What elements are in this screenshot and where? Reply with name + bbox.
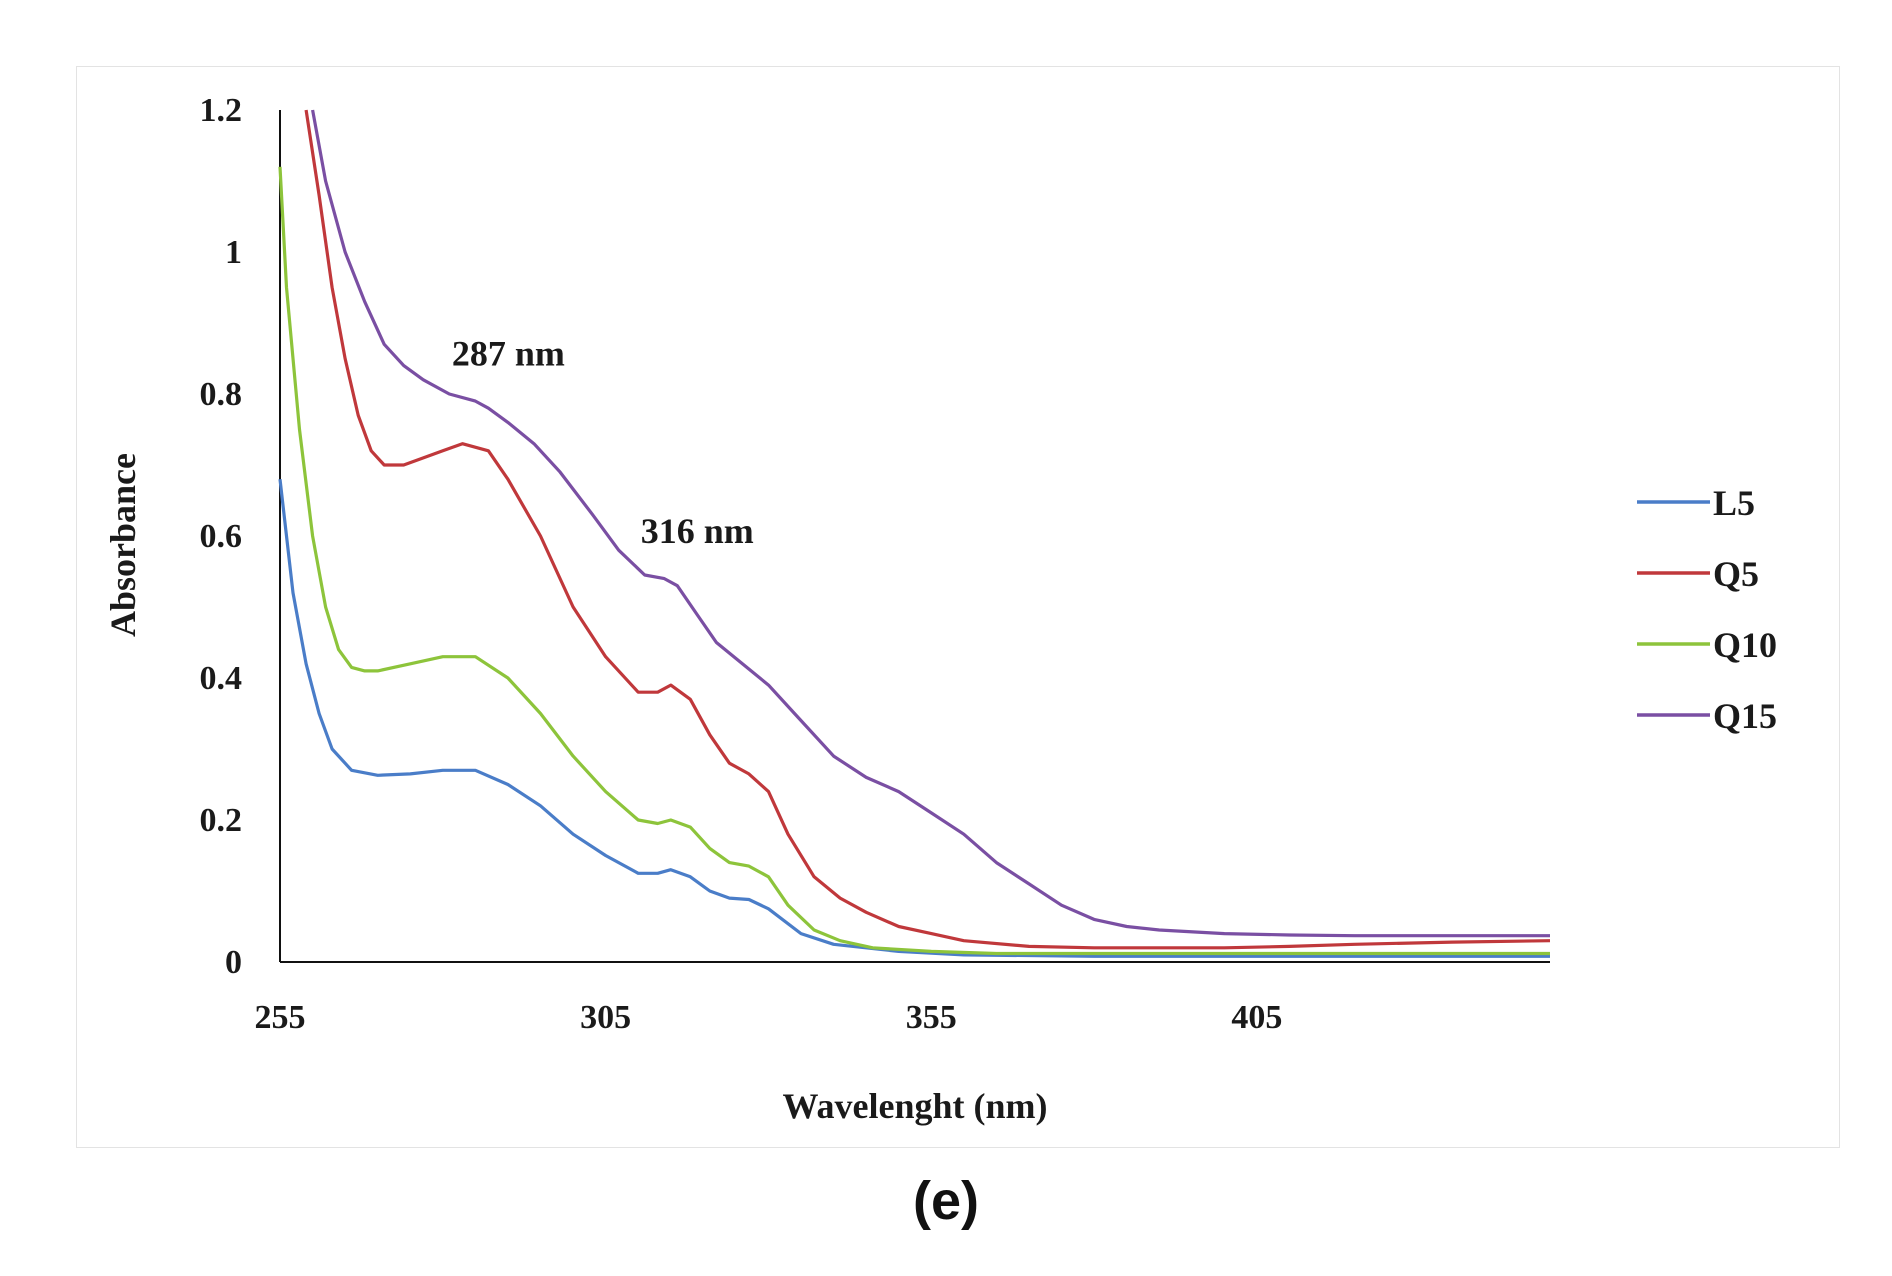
legend-label-q5: Q5 — [1713, 554, 1759, 594]
y-tick-label: 0.4 — [200, 660, 243, 697]
x-axis-title: Wavelenght (nm) — [783, 1086, 1048, 1126]
x-tick-label: 305 — [580, 999, 631, 1036]
series-line-q15 — [311, 109, 1550, 938]
legend: L5 Q5 Q10 Q15 — [1637, 483, 1777, 736]
legend-label-l5: L5 — [1713, 483, 1755, 523]
figure-frame — [76, 66, 1840, 1148]
y-tick-label: 0.6 — [200, 518, 243, 555]
y-tick-label: 0.2 — [200, 802, 243, 839]
axes: 0 0.2 0.4 0.6 0.8 1 1.2 255 305 355 405 — [200, 92, 1550, 1036]
x-tick-label: 355 — [906, 999, 957, 1036]
peak-annotation: 316 nm — [641, 511, 754, 551]
peak-annotation: 287 nm — [452, 334, 565, 374]
series-lines — [278, 109, 1551, 958]
y-axis-title: Absorbance — [103, 453, 143, 637]
legend-label-q10: Q10 — [1713, 625, 1777, 665]
series-line-l5 — [278, 479, 1550, 958]
x-tick-label: 405 — [1231, 999, 1282, 1036]
x-tick-label: 255 — [255, 999, 306, 1036]
legend-label-q15: Q15 — [1713, 696, 1777, 736]
panel-label: (e) — [913, 1171, 979, 1231]
y-tick-label: 0.8 — [200, 376, 243, 413]
y-tick-label: 1 — [225, 234, 242, 271]
series-line-q5 — [304, 109, 1551, 950]
series-line-q10 — [278, 166, 1550, 956]
y-tick-label: 1.2 — [200, 92, 243, 129]
y-tick-label: 0 — [225, 944, 242, 981]
annotations: 287 nm 316 nm — [452, 334, 754, 551]
